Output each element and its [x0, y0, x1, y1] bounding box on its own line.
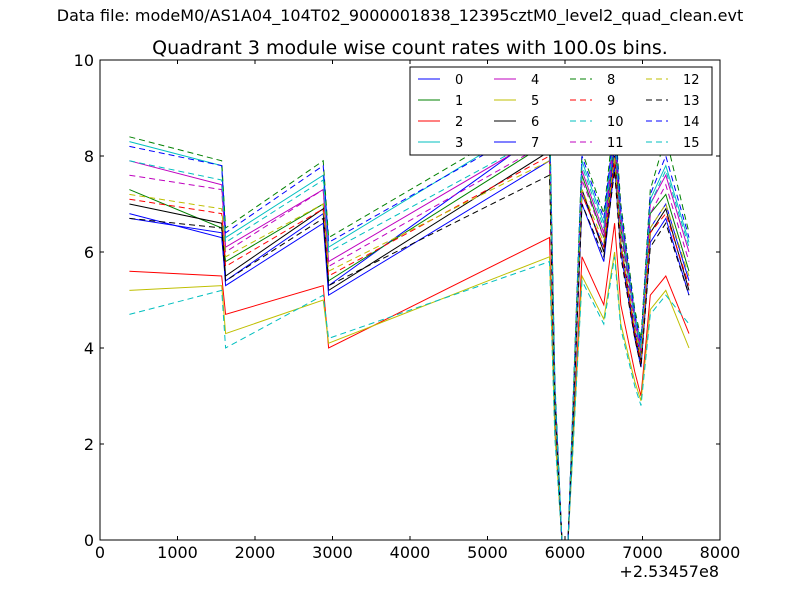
legend-label: 5: [531, 94, 539, 109]
legend-label: 2: [455, 115, 463, 130]
legend-label: 14: [683, 115, 700, 130]
legend-label: 7: [531, 136, 539, 151]
legend-label: 9: [607, 94, 615, 109]
legend-label: 0: [455, 73, 463, 88]
legend-label: 15: [683, 136, 700, 151]
legend-label: 12: [683, 73, 700, 88]
x-tick-label: 0: [95, 543, 105, 562]
y-tick-label: 2: [84, 435, 94, 454]
x-tick-label: 8000: [700, 543, 741, 562]
series-line-10: [129, 256, 690, 541]
x-axis-offset-label: +2.53457e8: [619, 562, 719, 581]
y-tick-label: 8: [84, 147, 94, 166]
plot-layer: [129, 107, 690, 541]
series-line-8: [129, 107, 690, 541]
y-tick-label: 10: [74, 51, 94, 70]
chart-title: Quadrant 3 module wise count rates with …: [152, 37, 668, 59]
series-line-12: [129, 155, 690, 541]
legend-label: 10: [607, 115, 624, 130]
y-tick-label: 4: [84, 339, 94, 358]
series-line-13: [129, 170, 690, 541]
x-tick-label: 4000: [390, 543, 431, 562]
legend-label: 11: [607, 136, 624, 151]
legend-label: 1: [455, 94, 463, 109]
x-tick-label: 5000: [467, 543, 508, 562]
x-tick-label: 7000: [622, 543, 663, 562]
series-line-3: [129, 111, 690, 541]
series-line-14: [129, 116, 690, 541]
series-line-2: [129, 223, 690, 541]
legend-label: 4: [531, 73, 539, 88]
legend-label: 3: [455, 136, 463, 151]
series-line-15: [129, 131, 690, 541]
legend-label: 6: [531, 115, 539, 130]
series-line-4: [129, 127, 690, 541]
x-tick-label: 3000: [312, 543, 353, 562]
legend-label: 13: [683, 94, 700, 109]
y-tick-label: 6: [84, 243, 94, 262]
x-tick-label: 2000: [235, 543, 276, 562]
x-tick-label: 6000: [545, 543, 586, 562]
y-tick-label: 0: [84, 531, 94, 550]
legend-box: [409, 66, 713, 156]
series-line-0: [129, 126, 690, 541]
figure-suptitle: Data file: modeM0/AS1A04_104T02_90000018…: [56, 6, 744, 25]
legend-label: 8: [607, 73, 615, 88]
x-tick-label: 1000: [157, 543, 198, 562]
